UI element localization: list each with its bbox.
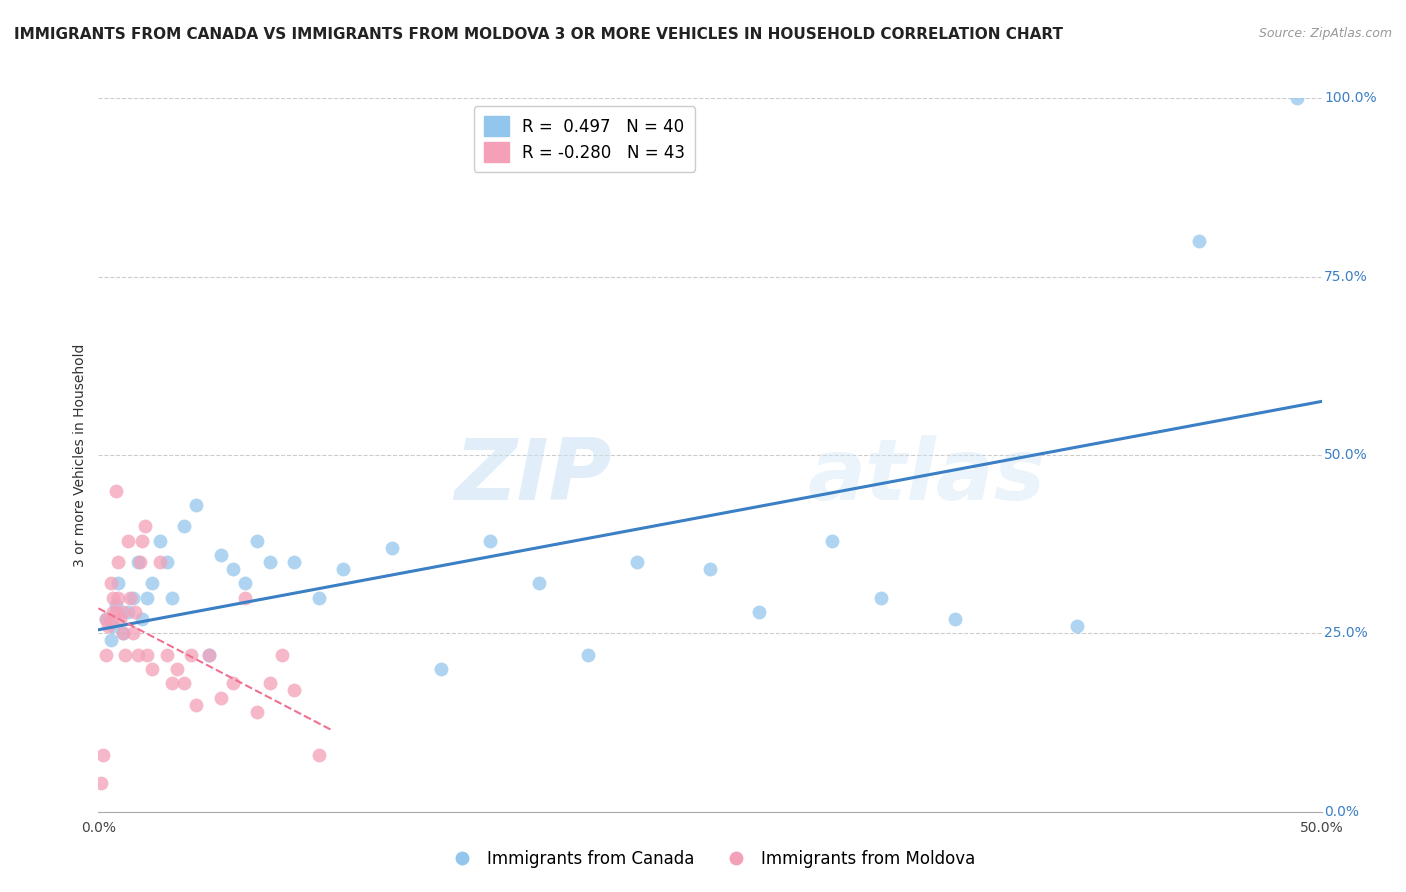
Point	[246, 705, 269, 719]
Point	[101, 591, 124, 605]
Point	[283, 683, 305, 698]
Point	[90, 776, 112, 790]
Point	[94, 648, 117, 662]
Point	[131, 612, 153, 626]
Point	[120, 591, 142, 605]
Point	[197, 648, 219, 662]
Point	[173, 519, 195, 533]
Text: ZIP: ZIP	[454, 434, 612, 518]
Point	[430, 662, 453, 676]
Point	[180, 648, 202, 662]
Point	[283, 555, 305, 569]
Point	[110, 612, 132, 626]
Point	[156, 648, 179, 662]
Point	[104, 605, 127, 619]
Point	[186, 698, 208, 712]
Point	[111, 626, 134, 640]
Point	[141, 576, 163, 591]
Point	[127, 555, 149, 569]
Point	[111, 605, 134, 619]
Point	[141, 662, 163, 676]
Point	[156, 555, 179, 569]
Point	[186, 498, 208, 512]
Point	[111, 626, 134, 640]
Point	[209, 548, 232, 562]
Point	[308, 747, 330, 762]
Text: 25.0%: 25.0%	[1324, 626, 1368, 640]
Point	[197, 648, 219, 662]
Point	[91, 747, 114, 762]
Legend: Immigrants from Canada, Immigrants from Moldova: Immigrants from Canada, Immigrants from …	[439, 844, 981, 875]
Text: 100.0%: 100.0%	[1324, 91, 1376, 105]
Text: 50.0%: 50.0%	[1324, 448, 1368, 462]
Point	[527, 576, 550, 591]
Text: 75.0%: 75.0%	[1324, 269, 1368, 284]
Point	[576, 648, 599, 662]
Point	[124, 605, 146, 619]
Point	[222, 676, 245, 690]
Point	[101, 605, 124, 619]
Point	[166, 662, 188, 676]
Point	[821, 533, 844, 548]
Text: atlas: atlas	[808, 434, 1046, 518]
Point	[160, 591, 183, 605]
Point	[134, 519, 156, 533]
Point	[259, 555, 281, 569]
Point	[222, 562, 245, 576]
Point	[136, 591, 159, 605]
Point	[127, 648, 149, 662]
Point	[699, 562, 721, 576]
Point	[270, 648, 294, 662]
Point	[94, 612, 117, 626]
Point	[100, 576, 122, 591]
Text: Source: ZipAtlas.com: Source: ZipAtlas.com	[1258, 27, 1392, 40]
Point	[129, 555, 152, 569]
Point	[97, 619, 120, 633]
Point	[748, 605, 770, 619]
Point	[246, 533, 269, 548]
Point	[149, 555, 172, 569]
Point	[131, 533, 153, 548]
Point	[117, 605, 139, 619]
Point	[136, 648, 159, 662]
Point	[94, 612, 117, 626]
Point	[121, 591, 143, 605]
Point	[101, 619, 124, 633]
Point	[104, 598, 127, 612]
Point	[173, 676, 195, 690]
Point	[259, 676, 281, 690]
Point	[626, 555, 648, 569]
Text: 0.0%: 0.0%	[1324, 805, 1360, 819]
Point	[332, 562, 354, 576]
Point	[107, 555, 129, 569]
Point	[209, 690, 232, 705]
Point	[121, 626, 143, 640]
Point	[100, 612, 122, 626]
Point	[107, 576, 129, 591]
Point	[478, 533, 501, 548]
Point	[1286, 91, 1309, 105]
Point	[117, 533, 139, 548]
Point	[381, 541, 404, 555]
Point	[233, 576, 256, 591]
Point	[160, 676, 183, 690]
Point	[100, 633, 122, 648]
Point	[943, 612, 966, 626]
Point	[1066, 619, 1088, 633]
Point	[1188, 234, 1211, 248]
Point	[114, 648, 136, 662]
Point	[104, 483, 127, 498]
Y-axis label: 3 or more Vehicles in Household: 3 or more Vehicles in Household	[73, 343, 87, 566]
Point	[107, 591, 129, 605]
Point	[149, 533, 172, 548]
Point	[233, 591, 256, 605]
Point	[870, 591, 893, 605]
Text: IMMIGRANTS FROM CANADA VS IMMIGRANTS FROM MOLDOVA 3 OR MORE VEHICLES IN HOUSEHOL: IMMIGRANTS FROM CANADA VS IMMIGRANTS FRO…	[14, 27, 1063, 42]
Point	[308, 591, 330, 605]
